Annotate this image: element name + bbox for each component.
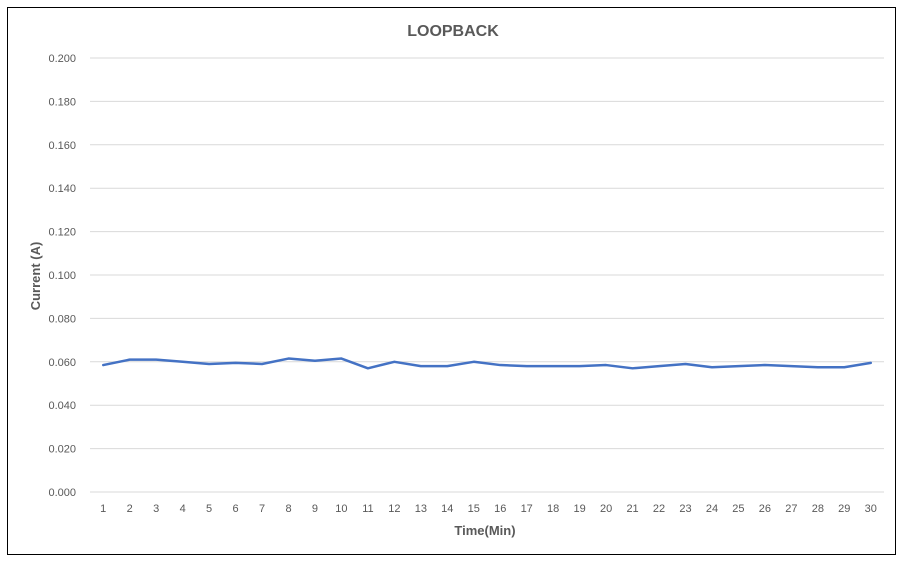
y-tick-label: 0.100 — [48, 270, 76, 282]
x-tick-label: 26 — [759, 503, 771, 515]
x-tick-label: 11 — [362, 503, 373, 515]
y-tick-label: 0.120 — [48, 227, 76, 239]
loopback-chart: LOOPBACK 0.0000.0200.0400.0600.0800.1000… — [28, 23, 884, 538]
x-tick-label: 14 — [441, 503, 453, 515]
y-axis-title: Current (A) — [28, 242, 43, 311]
x-tick-label: 17 — [521, 503, 533, 515]
x-tick-label: 9 — [312, 503, 318, 515]
chart-title: LOOPBACK — [407, 23, 499, 40]
x-axis-title: Time(Min) — [454, 523, 515, 538]
x-tick-label: 13 — [415, 503, 427, 515]
y-tick-label: 0.080 — [48, 313, 76, 325]
x-tick-label: 29 — [838, 503, 850, 515]
x-tick-label: 23 — [679, 503, 691, 515]
y-tick-label: 0.060 — [48, 357, 76, 369]
chart-frame: LOOPBACK 0.000 0.020 0.040 0.060 0.080 0.100 0… — [7, 7, 896, 555]
y-tick-label: 0.140 — [48, 183, 76, 195]
x-tick-label: 20 — [600, 503, 612, 515]
x-tick-label: 15 — [468, 503, 480, 515]
x-tick-label: 30 — [865, 503, 877, 515]
x-tick-label: 24 — [706, 503, 718, 515]
y-tick-label: 0.200 — [48, 53, 76, 65]
x-tick-label: 4 — [180, 503, 186, 515]
x-tick-label: 19 — [574, 503, 586, 515]
y-tick-label: 0.000 — [48, 487, 76, 499]
x-tick-label: 8 — [285, 503, 291, 515]
x-tick-label: 25 — [732, 503, 744, 515]
y-tick-label: 0.180 — [48, 96, 76, 108]
x-axis-ticks: 1 2 3 4 5 6 7 8 9 10 11 12 13 14 15 16 17 18 19 20 21 22 23 24 2… — [100, 503, 877, 515]
x-tick-label: 10 — [335, 503, 347, 515]
series-layer — [101, 357, 873, 370]
x-tick-label: 27 — [785, 503, 797, 515]
y-tick-label: 0.160 — [48, 140, 76, 152]
x-tick-label: 21 — [626, 503, 638, 515]
x-tick-label: 18 — [547, 503, 559, 515]
y-axis-ticks: 0.000 0.020 0.040 0.060 0.080 0.100 0.120 0.140… — [48, 53, 76, 499]
y-tick-label: 0.040 — [48, 400, 76, 412]
x-tick-label: 6 — [233, 503, 239, 515]
x-tick-label: 2 — [127, 503, 133, 515]
x-tick-label: 5 — [206, 503, 212, 515]
x-tick-label: 28 — [812, 503, 824, 515]
series-line-0 — [101, 357, 873, 370]
x-tick-label: 16 — [494, 503, 506, 515]
x-tick-label: 7 — [259, 503, 265, 515]
y-tick-label: 0.020 — [48, 444, 76, 456]
gridlines — [90, 57, 884, 493]
x-tick-label: 1 — [100, 503, 106, 515]
x-tick-label: 3 — [153, 503, 159, 515]
x-tick-label: 22 — [653, 503, 665, 515]
x-tick-label: 12 — [388, 503, 400, 515]
